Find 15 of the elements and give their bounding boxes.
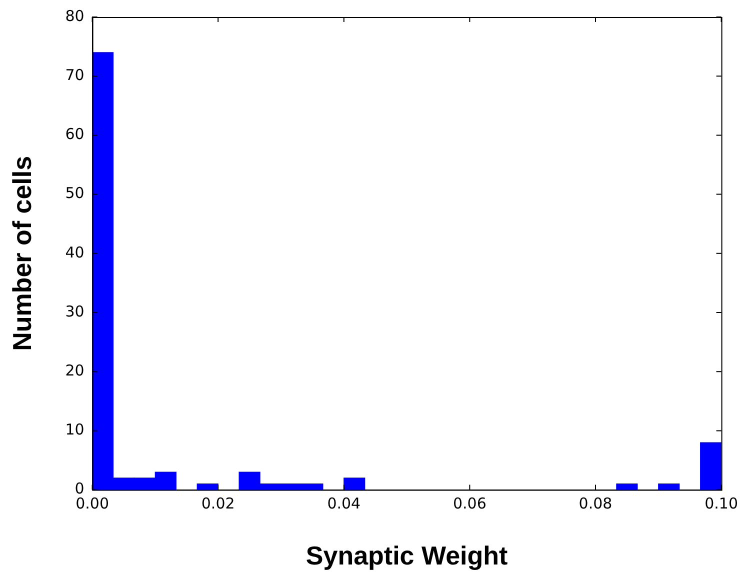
x-axis-title: Synaptic Weight (306, 540, 508, 571)
y-tick-label: 60 (65, 125, 84, 144)
x-tick-label: 0.06 (452, 494, 486, 513)
y-tick-label: 30 (65, 302, 84, 320)
y-tick-label: 10 (65, 420, 84, 439)
y-tick-label: 70 (65, 66, 84, 84)
y-axis-title: Number of cells (6, 156, 37, 351)
y-tick-label: 50 (65, 184, 84, 202)
x-tick-label: 0.02 (201, 494, 235, 513)
y-tick-label: 20 (65, 361, 84, 380)
y-tick-label: 40 (65, 243, 84, 262)
x-tick-label: 0.04 (327, 494, 361, 513)
y-tick-label: 80 (65, 6, 84, 25)
x-tick-label: 0.10 (704, 494, 738, 513)
x-tick-label: 0.08 (578, 494, 612, 513)
